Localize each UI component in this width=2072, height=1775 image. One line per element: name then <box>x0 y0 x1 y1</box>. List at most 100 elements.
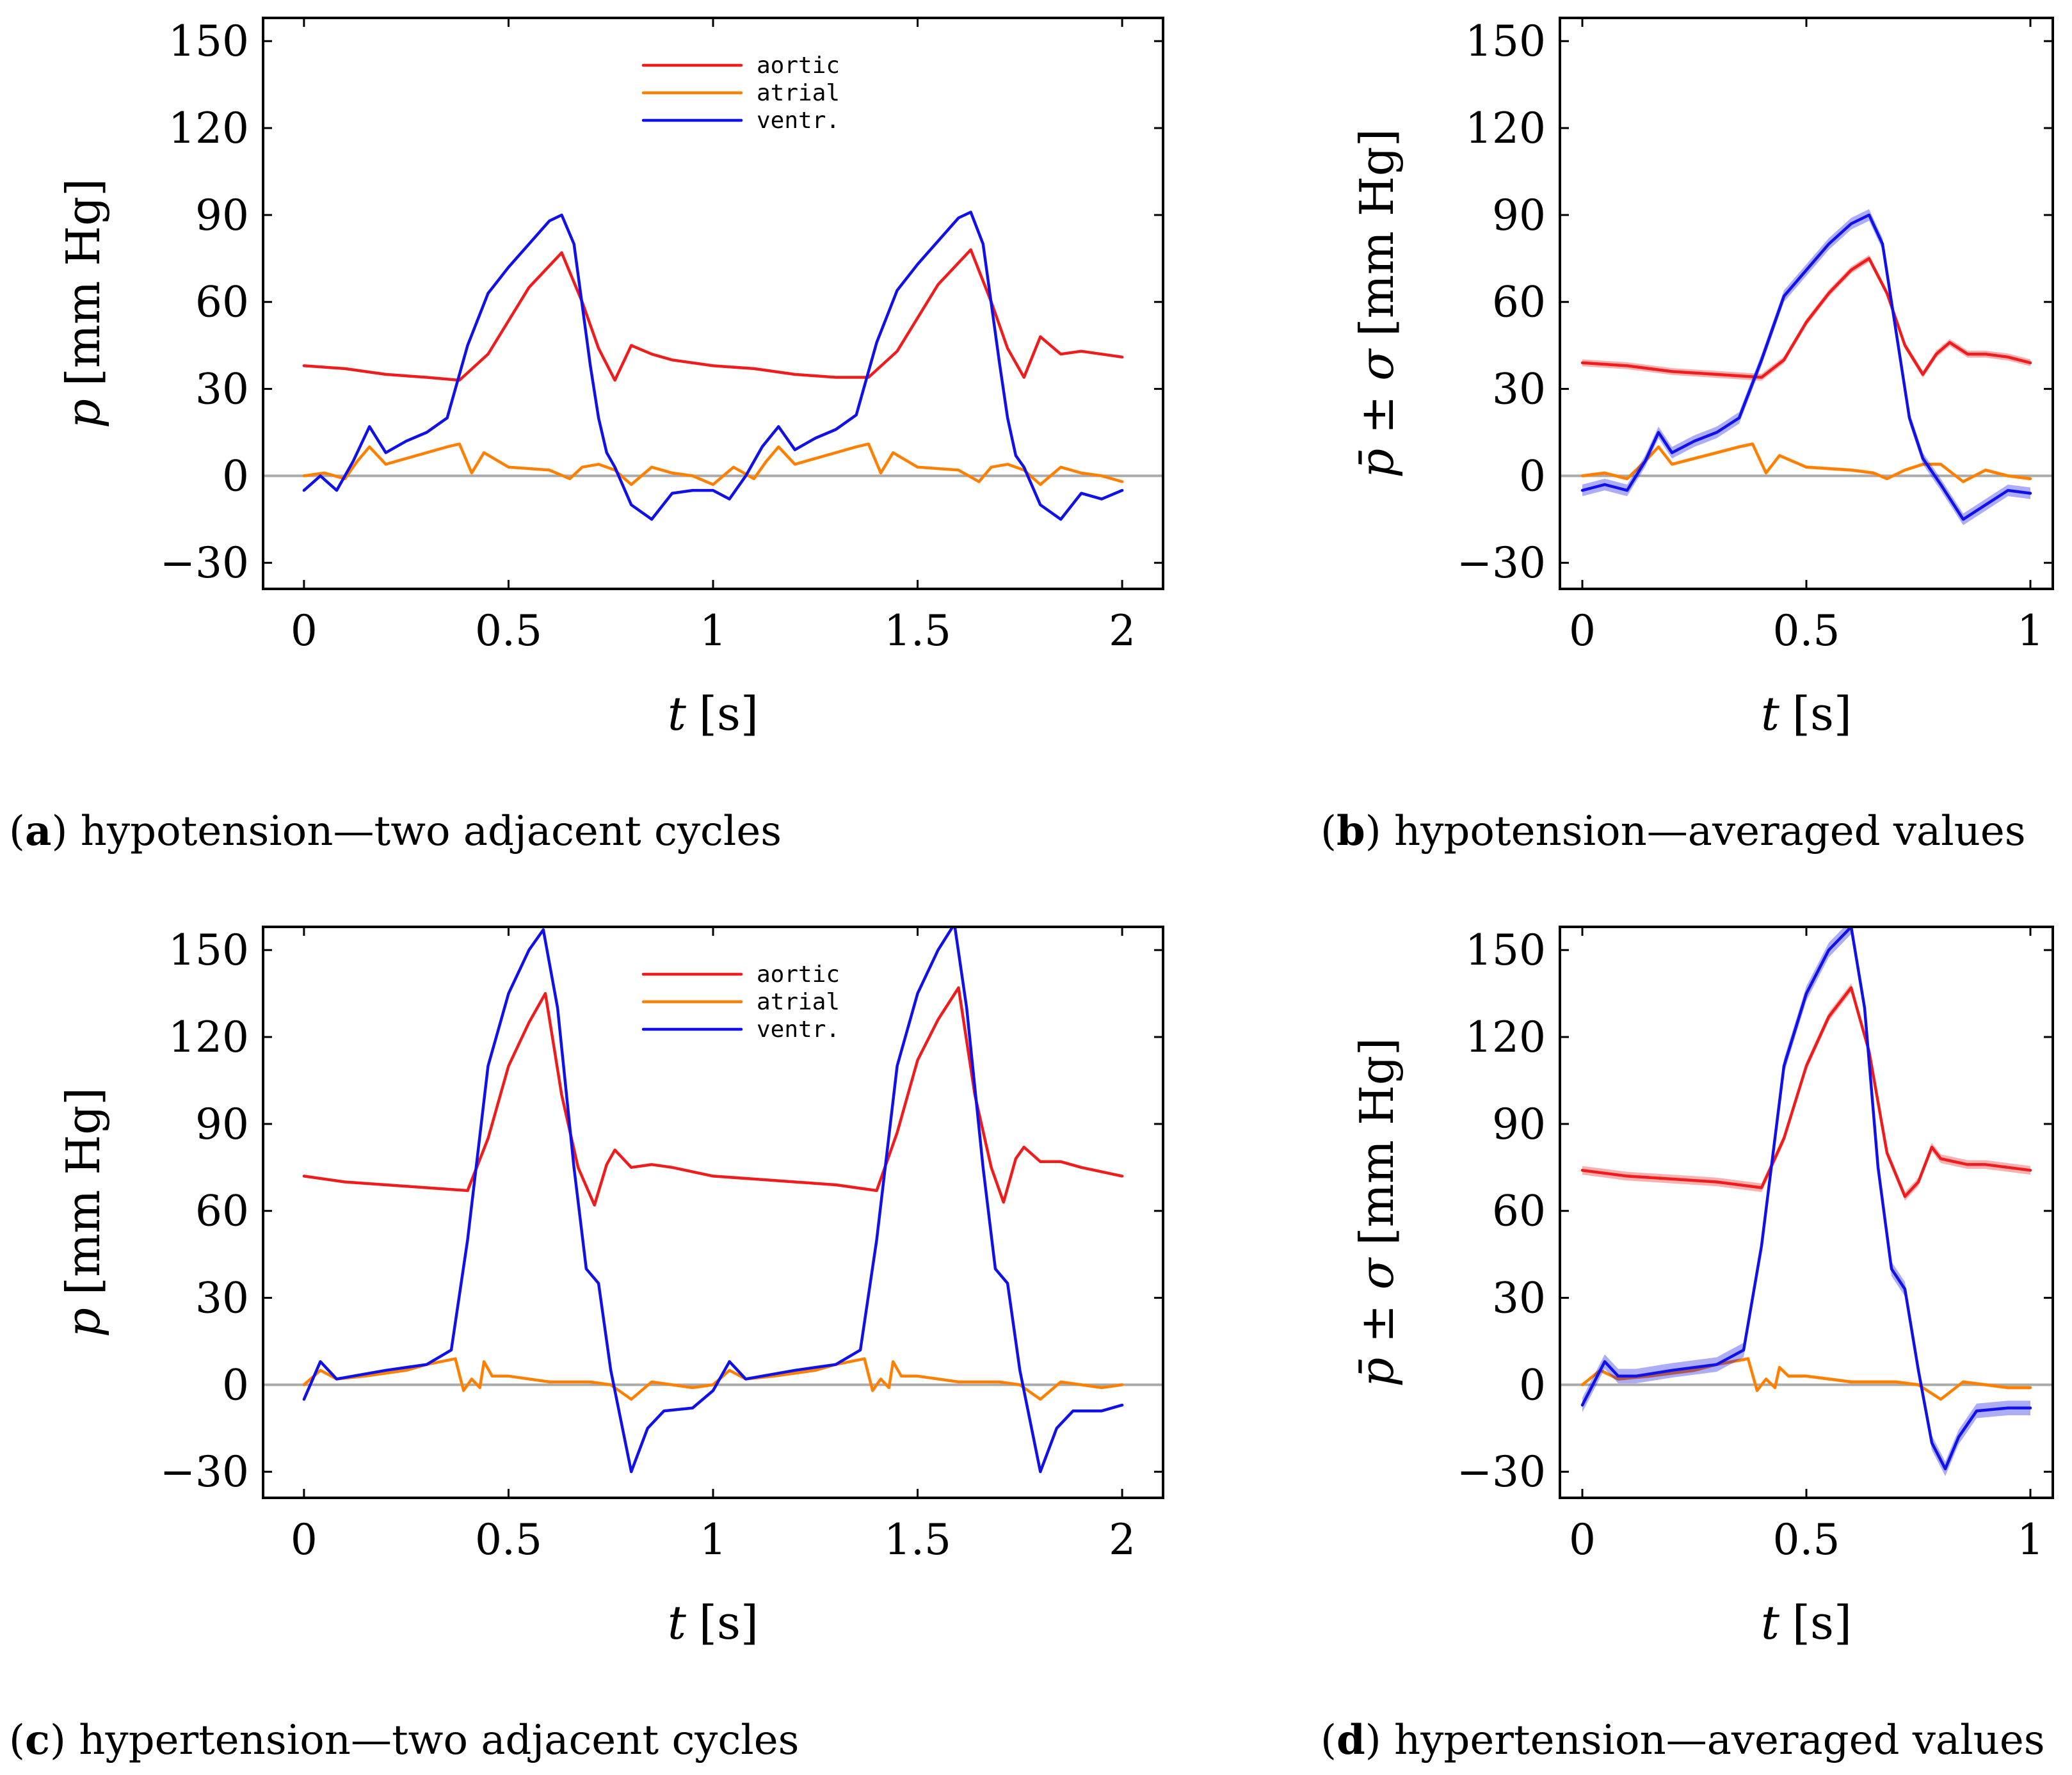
x-axis-title-c: t [s] <box>668 1596 759 1650</box>
series-line-atrial <box>1580 1357 2032 1401</box>
y-tick-label: −30 <box>160 1447 249 1497</box>
caption-body-a: hypotension—two adjacent cycles <box>81 808 782 855</box>
x-tick-label: 1 <box>700 1515 727 1564</box>
series-line-ventr <box>1580 927 2032 1470</box>
caption-body-c: hypertension—two adjacent cycles <box>79 1717 799 1764</box>
band-ventr <box>1582 927 2030 1476</box>
legend-label-aortic: aortic <box>757 52 840 79</box>
x-tick-label: 2 <box>1109 606 1136 655</box>
axis-ticks-c: 0 0.5 1 1.5 2 −30 0 30 60 90 120 150 <box>160 926 1163 1564</box>
y-axis-unit-c: [mm Hg] <box>56 1088 110 1296</box>
panel-b: 0 0.5 1 −30 0 30 60 90 120 150 t [s] p̄ ± σ [mm Hg]… <box>1321 17 2054 855</box>
x-tick-label: 0 <box>291 1515 317 1564</box>
x-tick-label: 0.5 <box>1773 1515 1840 1564</box>
legend-label-atrial: atrial <box>757 989 840 1015</box>
y-tick-label: 60 <box>1492 278 1546 327</box>
axes-frame-c <box>262 926 1164 1499</box>
y-tick-label: 120 <box>1465 1013 1546 1062</box>
plot-area-c <box>302 927 1124 1474</box>
x-tick-label: 2 <box>1109 1515 1136 1564</box>
band-aortic <box>1582 983 2030 1201</box>
y-tick-label: 60 <box>1492 1187 1546 1236</box>
caption-c: (c) hypertension—two adjacent cycles <box>9 1716 799 1764</box>
legend-label-atrial: atrial <box>757 80 840 106</box>
caption-body-d: hypertension—averaged values <box>1394 1717 2045 1764</box>
y-axis-title-b: p̄ ± σ [mm Hg] <box>1350 129 1404 478</box>
plot-area-b <box>1580 209 2032 526</box>
axes-frame-d <box>1559 926 2054 1499</box>
x-tick-label: 0 <box>1569 1515 1596 1564</box>
series-line-aortic <box>1580 257 2032 379</box>
caption-label-b: b <box>1337 807 1365 855</box>
plot-area-d <box>1580 927 2032 1476</box>
series-line-ventr <box>302 211 1124 521</box>
panel-c: 0 0.5 1 1.5 2 −30 0 30 60 90 120 150 aortic atrial … <box>9 926 1164 1764</box>
y-axis-var-b: p̄ ± σ <box>1350 348 1404 478</box>
y-tick-label: −30 <box>1457 538 1546 588</box>
y-tick-label: 0 <box>222 451 249 501</box>
axis-ticks-d: 0 0.5 1 −30 0 30 60 90 120 150 <box>1457 926 2053 1564</box>
y-tick-label: 60 <box>195 1187 249 1236</box>
x-axis-var-d: t <box>1761 1596 1780 1650</box>
x-axis-title-a: t [s] <box>668 687 759 741</box>
series-line-aortic <box>302 248 1124 382</box>
panel-a: 0 0.5 1 1.5 2 −30 0 30 60 90 120 150 aortic atrial … <box>9 17 1164 855</box>
x-tick-label: 0 <box>291 606 317 655</box>
y-tick-label: −30 <box>1457 1447 1546 1497</box>
series-line-ventr <box>302 927 1124 1474</box>
y-tick-label: 60 <box>195 278 249 327</box>
series-line-atrial <box>302 1357 1124 1401</box>
axis-ticks-a: 0 0.5 1 1.5 2 −30 0 30 60 90 120 150 <box>160 17 1163 655</box>
axis-ticks-b: 0 0.5 1 −30 0 30 60 90 120 150 <box>1457 17 2053 655</box>
y-axis-title-d: p̄ ± σ [mm Hg] <box>1350 1038 1404 1387</box>
y-axis-unit-d: [mm Hg] <box>1350 1038 1404 1246</box>
plot-area-a <box>302 211 1124 521</box>
y-tick-label: 150 <box>168 926 249 975</box>
y-tick-label: 120 <box>1465 104 1546 153</box>
caption-label-c: c <box>25 1716 50 1764</box>
y-tick-label: 150 <box>1465 926 1546 975</box>
axes-frame-b <box>1559 17 2054 590</box>
y-tick-label: 30 <box>195 1274 249 1323</box>
y-tick-label: 90 <box>1492 191 1546 240</box>
y-tick-label: 120 <box>168 1013 249 1062</box>
y-tick-label: 0 <box>1519 1360 1546 1410</box>
x-tick-label: 0.5 <box>475 1515 542 1564</box>
y-tick-label: 0 <box>222 1360 249 1410</box>
x-tick-label: 1 <box>2017 606 2044 655</box>
caption-body-b: hypotension—averaged values <box>1394 808 2026 855</box>
series-line-atrial <box>1580 442 2032 483</box>
x-axis-unit-b: [s] <box>1792 687 1852 741</box>
y-axis-unit-a: [mm Hg] <box>56 179 110 387</box>
y-tick-label: −30 <box>160 538 249 588</box>
x-tick-label: 1.5 <box>884 606 951 655</box>
legend-a: aortic atrial ventr. <box>641 52 840 134</box>
band-aortic <box>1582 255 2030 381</box>
caption-label-d: d <box>1337 1716 1365 1764</box>
x-axis-var-a: t <box>668 687 687 741</box>
caption-a: (a) hypotension—two adjacent cycles <box>9 807 782 855</box>
legend-label-ventr: ventr. <box>757 108 840 134</box>
series-line-aortic <box>302 986 1124 1207</box>
x-axis-title-b: t [s] <box>1761 687 1852 741</box>
panel-d: 0 0.5 1 −30 0 30 60 90 120 150 t [s] p̄ ± σ [mm Hg]… <box>1321 926 2054 1764</box>
x-tick-label: 0.5 <box>475 606 542 655</box>
y-tick-label: 30 <box>195 365 249 414</box>
x-tick-label: 1.5 <box>884 1515 951 1564</box>
y-tick-label: 150 <box>168 17 249 66</box>
y-axis-title-c: p [mm Hg] <box>56 1088 110 1338</box>
legend-label-ventr: ventr. <box>757 1016 840 1043</box>
y-tick-label: 90 <box>1492 1100 1546 1149</box>
caption-label-a: a <box>25 807 51 855</box>
y-axis-title-a: p [mm Hg] <box>56 179 110 429</box>
series-line-ventr <box>1580 213 2032 521</box>
x-axis-var-b: t <box>1761 687 1780 741</box>
x-tick-label: 0.5 <box>1773 606 1840 655</box>
caption-d: (d) hypertension—averaged values <box>1321 1716 2045 1764</box>
x-tick-label: 0 <box>1569 606 1596 655</box>
x-tick-label: 1 <box>700 606 727 655</box>
series-line-atrial <box>302 442 1124 486</box>
y-tick-label: 150 <box>1465 17 1546 66</box>
legend-c: aortic atrial ventr. <box>641 961 840 1043</box>
y-axis-var-d: p̄ ± σ <box>1350 1257 1404 1387</box>
